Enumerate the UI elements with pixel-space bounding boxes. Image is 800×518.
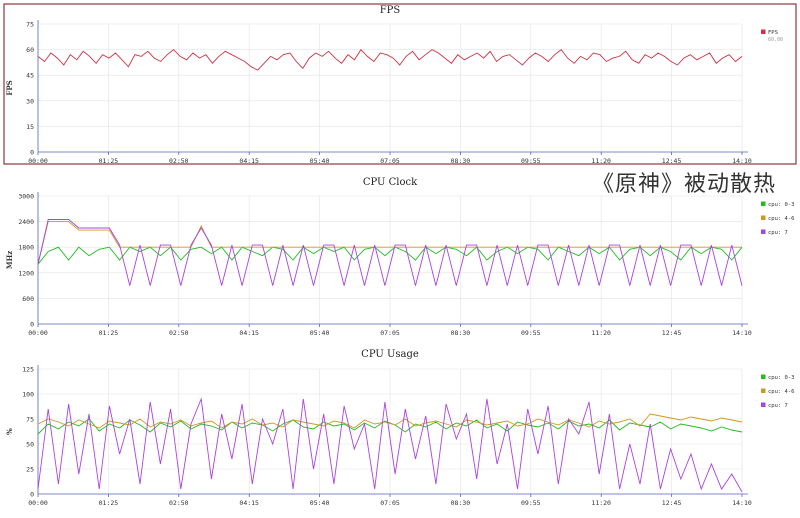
- x-tick-label: 11:20: [591, 157, 611, 165]
- y-tick-label: 45: [26, 72, 34, 80]
- x-tick-label: 00:00: [28, 329, 48, 337]
- x-tick-label: 12:45: [662, 157, 682, 165]
- x-tick-label: 11:20: [591, 499, 611, 507]
- y-tick-label: 25: [26, 466, 34, 474]
- fps-chart: FPS 0 15 30 45 60 75 00:00 01:25 02:50 04:15 05:40 0…: [3, 3, 797, 165]
- x-tick-label: 12:45: [662, 329, 682, 337]
- y-tick-label: 100: [22, 391, 34, 399]
- y-tick-label: 0: [30, 321, 34, 329]
- legend-swatch: [761, 402, 766, 407]
- y-tick-label: 1200: [18, 269, 34, 277]
- y-tick-label: 75: [26, 21, 34, 29]
- legend-swatch: [761, 29, 766, 34]
- y-tick-label: 0: [30, 491, 34, 499]
- x-tick-label: 09:55: [521, 157, 541, 165]
- y-tick-label: 75: [26, 416, 34, 424]
- y-tick-label: 60: [26, 46, 34, 54]
- y-tick-label: 600: [22, 295, 34, 303]
- y-tick-label: 2400: [18, 218, 34, 226]
- y-axis-label: %: [5, 428, 14, 435]
- x-tick-label: 08:30: [451, 499, 471, 507]
- y-tick-label: 125: [22, 366, 34, 374]
- x-tick-label: 00:00: [28, 157, 48, 165]
- x-tick-label: 14:10: [732, 157, 752, 165]
- x-tick-label: 04:15: [239, 157, 259, 165]
- legend-swatch: [761, 201, 766, 206]
- cpu-clock-chart-panel: CPU Clock 0 600 1200 1800 2400 3000 00:00 01:25 0…: [0, 172, 800, 342]
- x-tick-label: 07:05: [380, 157, 400, 165]
- legend-label: cpu: 7: [768, 230, 788, 236]
- x-tick-label: 09:55: [521, 499, 541, 507]
- y-axis-label: FPS: [5, 80, 14, 95]
- overlay-caption: 《原神》被动散热: [592, 172, 777, 197]
- series-line-0: [37, 246, 743, 265]
- chart-frame: [3, 3, 797, 165]
- chart-title: FPS: [380, 5, 401, 16]
- chart-title: CPU Clock: [363, 177, 418, 188]
- x-tick-label: 04:15: [239, 499, 259, 507]
- x-tick-label: 07:05: [380, 499, 400, 507]
- x-tick-label: 02:50: [169, 157, 189, 165]
- legend-sublabel: 60.00: [768, 37, 783, 43]
- x-tick-label: 00:00: [28, 499, 48, 507]
- series-line-2: [37, 397, 743, 493]
- x-tick-label: 02:50: [169, 329, 189, 337]
- x-tick-label: 07:05: [380, 329, 400, 337]
- legend-swatch: [761, 388, 766, 393]
- x-tick-label: 08:30: [451, 157, 471, 165]
- y-axis-label: MHz: [5, 251, 14, 269]
- y-tick-label: 50: [26, 441, 34, 449]
- x-tick-label: 08:30: [451, 329, 471, 337]
- chart-title: CPU Usage: [361, 349, 419, 360]
- series-line-0: [37, 48, 743, 71]
- legend-label: cpu: 4-6: [768, 389, 795, 395]
- legend-label: cpu: 7: [768, 403, 788, 409]
- series-line-2: [37, 219, 743, 286]
- series-line-0: [37, 418, 743, 435]
- y-tick-label: 3000: [18, 193, 34, 201]
- legend-label: cpu: 4-6: [768, 216, 795, 222]
- legend-label: cpu: 0-3: [768, 202, 795, 208]
- legend-label: cpu: 0-3: [768, 375, 795, 381]
- legend-swatch: [761, 229, 766, 234]
- x-tick-label: 01:25: [99, 157, 119, 165]
- x-tick-label: 01:25: [99, 329, 119, 337]
- x-tick-label: 01:25: [99, 499, 119, 507]
- x-tick-label: 09:55: [521, 329, 541, 337]
- series-line-1: [37, 221, 742, 265]
- x-tick-label: 05:40: [310, 157, 330, 165]
- y-tick-label: 15: [26, 123, 34, 131]
- legend-swatch: [761, 215, 766, 220]
- y-tick-label: 30: [26, 97, 34, 105]
- x-tick-label: 12:45: [662, 499, 682, 507]
- x-tick-label: 04:15: [239, 329, 259, 337]
- y-tick-label: 1800: [18, 244, 34, 252]
- series-line-1: [37, 413, 743, 429]
- cpu-usage-chart-panel: CPU Usage 0 25 50 75 100 125 00:00 01:25 02:50 04:…: [0, 344, 800, 518]
- cpu-usage-chart: CPU Usage 0 25 50 75 100 125 00:00 01:25 02:50 04:…: [5, 349, 795, 507]
- x-tick-label: 05:40: [310, 499, 330, 507]
- x-tick-label: 14:10: [732, 329, 752, 337]
- x-tick-label: 14:10: [732, 499, 752, 507]
- legend-label: FPS: [768, 30, 778, 36]
- x-tick-label: 11:20: [591, 329, 611, 337]
- y-tick-label: 0: [30, 149, 34, 157]
- x-tick-label: 05:40: [310, 329, 330, 337]
- legend-swatch: [761, 374, 766, 379]
- x-tick-label: 02:50: [169, 499, 189, 507]
- fps-chart-panel: FPS 0 15 30 45 60 75 00:00 01:25 02:50 04:15 05:40 0…: [0, 0, 800, 168]
- cpu-clock-chart: CPU Clock 0 600 1200 1800 2400 3000 00:00 01:25 0…: [5, 177, 795, 337]
